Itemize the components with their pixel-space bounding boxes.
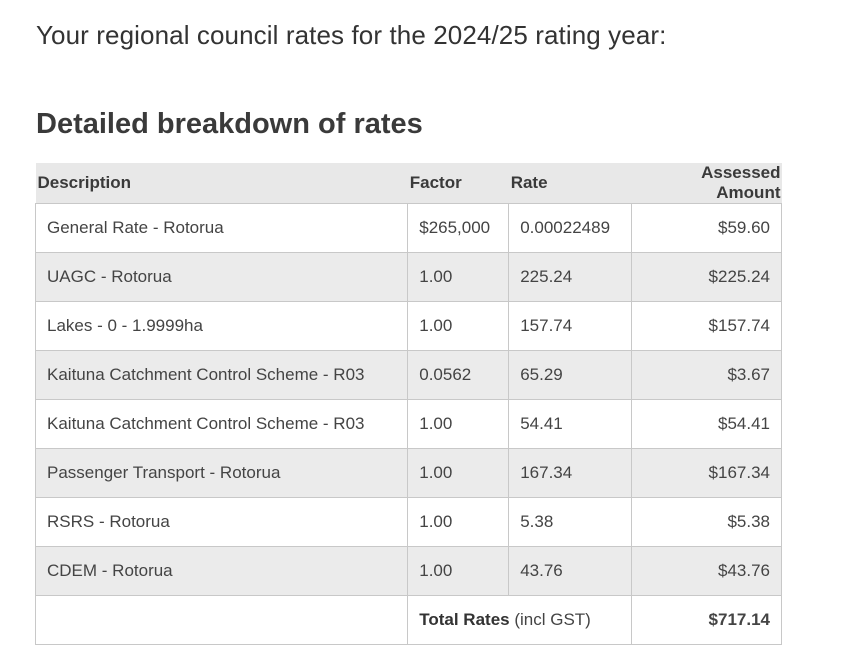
total-row: Total Rates (incl GST) $717.14 [34, 595, 782, 645]
column-header-rate: Rate [508, 163, 632, 204]
total-label-suffix: (incl GST) [509, 610, 591, 629]
column-header-description: Description [35, 163, 408, 204]
cell-factor: 1.00 [407, 546, 510, 596]
cell-description: Kaituna Catchment Control Scheme - R03 [34, 399, 409, 449]
table-header-row: Description Factor Rate Assessed Amount [35, 163, 782, 204]
cell-amount: $157.74 [631, 301, 782, 351]
cell-description: CDEM - Rotorua [34, 546, 409, 596]
cell-factor: 1.00 [407, 448, 510, 498]
intro-text: Your regional council rates for the 2024… [36, 20, 667, 50]
cell-rate: 54.41 [508, 399, 633, 449]
table-row: RSRS - Rotorua 1.00 5.38 $5.38 [34, 497, 782, 547]
cell-rate: 225.24 [508, 252, 633, 302]
cell-factor: $265,000 [407, 203, 510, 253]
cell-rate: 65.29 [508, 350, 633, 400]
table-row: General Rate - Rotorua $265,000 0.000224… [34, 203, 782, 253]
table-row: Kaituna Catchment Control Scheme - R03 0… [34, 350, 782, 400]
table-row: UAGC - Rotorua 1.00 225.24 $225.24 [34, 252, 782, 302]
cell-rate: 157.74 [508, 301, 633, 351]
total-label-bold: Total Rates [419, 610, 510, 629]
column-header-factor: Factor [407, 163, 509, 204]
cell-description: Kaituna Catchment Control Scheme - R03 [34, 350, 409, 400]
table-row: Kaituna Catchment Control Scheme - R03 1… [34, 399, 782, 449]
table-row: CDEM - Rotorua 1.00 43.76 $43.76 [34, 546, 782, 596]
cell-amount: $43.76 [631, 546, 782, 596]
total-empty-cell [34, 595, 409, 645]
cell-description: UAGC - Rotorua [34, 252, 409, 302]
cell-amount: $54.41 [631, 399, 782, 449]
table-row: Lakes - 0 - 1.9999ha 1.00 157.74 $157.74 [34, 301, 782, 351]
total-label: Total Rates (incl GST) [407, 595, 633, 645]
cell-factor: 1.00 [407, 497, 510, 547]
cell-amount: $5.38 [631, 497, 782, 547]
cell-factor: 1.00 [407, 252, 510, 302]
cell-rate: 5.38 [508, 497, 633, 547]
cell-amount: $59.60 [631, 203, 782, 253]
cell-factor: 1.00 [407, 399, 510, 449]
table-row: Passenger Transport - Rotorua 1.00 167.3… [34, 448, 782, 498]
cell-description: Lakes - 0 - 1.9999ha [34, 301, 409, 351]
cell-amount: $167.34 [631, 448, 782, 498]
cell-description: RSRS - Rotorua [34, 497, 409, 547]
cell-rate: 43.76 [508, 546, 633, 596]
section-heading: Detailed breakdown of rates [36, 108, 423, 140]
cell-description: General Rate - Rotorua [34, 203, 409, 253]
cell-amount: $225.24 [631, 252, 782, 302]
cell-factor: 0.0562 [407, 350, 510, 400]
column-header-amount: Assessed Amount [631, 163, 782, 204]
cell-amount: $3.67 [631, 350, 782, 400]
cell-factor: 1.00 [407, 301, 510, 351]
cell-rate: 167.34 [508, 448, 633, 498]
total-amount: $717.14 [631, 595, 782, 645]
rates-table: Description Factor Rate Assessed Amount … [34, 163, 782, 645]
cell-description: Passenger Transport - Rotorua [34, 448, 409, 498]
cell-rate: 0.00022489 [508, 203, 633, 253]
